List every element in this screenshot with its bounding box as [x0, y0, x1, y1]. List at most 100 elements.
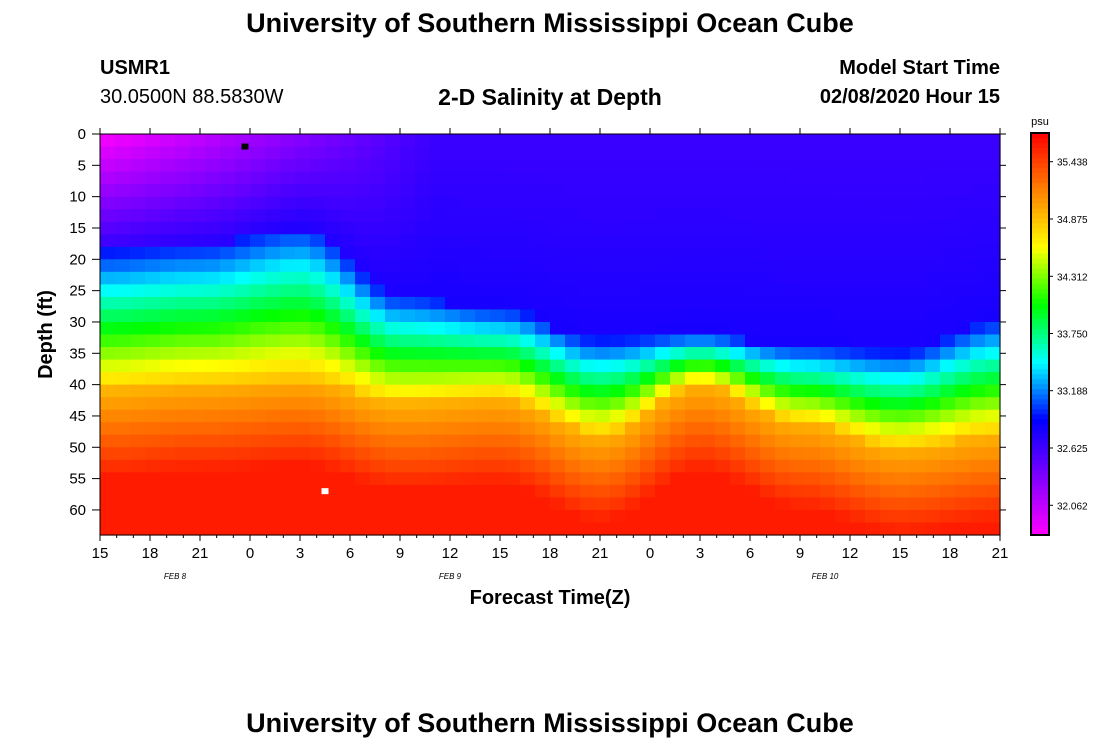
heatmap-cell: [775, 397, 791, 411]
heatmap-cell: [445, 434, 461, 448]
heatmap-cell: [955, 309, 971, 323]
heatmap-cell: [205, 447, 221, 461]
heatmap-cell: [850, 447, 866, 461]
heatmap-cell: [130, 359, 146, 373]
heatmap-cell: [805, 184, 821, 198]
heatmap-cell: [385, 497, 401, 511]
heatmap-cell: [115, 246, 131, 260]
heatmap-cell: [745, 159, 761, 173]
heatmap-cell: [400, 196, 416, 210]
heatmap-cell: [730, 497, 746, 511]
heatmap-cell: [340, 171, 356, 185]
footer-title: University of Southern Mississippi Ocean…: [246, 708, 854, 738]
heatmap-cell: [970, 447, 986, 461]
heatmap-cell: [400, 171, 416, 185]
heatmap-cell: [685, 459, 701, 473]
heatmap-cell: [655, 209, 671, 223]
heatmap-cell: [325, 397, 341, 411]
heatmap-cell: [265, 459, 281, 473]
heatmap-cell: [355, 359, 371, 373]
heatmap-cell: [370, 434, 386, 448]
heatmap-cell: [115, 472, 131, 486]
heatmap-cell: [910, 159, 926, 173]
heatmap-cell: [610, 159, 626, 173]
heatmap-cell: [535, 196, 551, 210]
heatmap-cell: [250, 309, 266, 323]
heatmap-cell: [760, 321, 776, 336]
heatmap-cell: [325, 347, 341, 361]
heatmap-cell: [280, 422, 296, 436]
heatmap-cell: [310, 284, 326, 298]
heatmap-cell: [160, 146, 176, 160]
heatmap-cell: [145, 484, 161, 499]
heatmap-cell: [325, 234, 341, 248]
heatmap-cell: [295, 259, 311, 273]
heatmap-cell: [760, 334, 776, 348]
heatmap-cell: [880, 422, 896, 436]
heatmap-cell: [895, 447, 911, 461]
heatmap-cell: [460, 422, 476, 436]
heatmap-cell: [115, 484, 131, 499]
colorbar-segment: [1031, 339, 1049, 345]
heatmap-cell: [625, 321, 641, 336]
heatmap-cell: [370, 159, 386, 173]
heatmap-cell: [475, 359, 491, 373]
heatmap-cell: [175, 321, 191, 336]
heatmap-cell: [580, 447, 596, 461]
colorbar-segment: [1031, 283, 1049, 290]
heatmap-cell: [745, 296, 761, 311]
heatmap-cell: [250, 234, 266, 248]
heatmap-cell: [460, 397, 476, 411]
heatmap-cell: [745, 271, 761, 285]
heatmap-cell: [145, 271, 161, 285]
heatmap-cell: [895, 397, 911, 411]
heatmap-cell: [520, 271, 536, 285]
heatmap-cell: [685, 246, 701, 260]
heatmap-cell: [850, 522, 866, 536]
heatmap-cell: [235, 296, 251, 311]
heatmap-cell: [235, 334, 251, 348]
colorbar-tick-label: 35.438: [1057, 158, 1088, 169]
heatmap-cell: [835, 246, 851, 260]
heatmap-cell: [805, 459, 821, 473]
heatmap-cell: [835, 372, 851, 386]
heatmap-cell: [520, 497, 536, 511]
heatmap-cell: [190, 459, 206, 473]
colorbar-segment: [1031, 263, 1049, 270]
heatmap-cell: [295, 384, 311, 398]
heatmap-cell: [325, 271, 341, 285]
heatmap-cell: [505, 196, 521, 210]
heatmap-cell: [295, 284, 311, 298]
heatmap-cell: [370, 209, 386, 223]
heatmap-cell: [640, 134, 656, 148]
heatmap-cell: [355, 284, 371, 298]
heatmap-cell: [160, 296, 176, 311]
heatmap-cell: [880, 372, 896, 386]
heatmap-cell: [160, 484, 176, 499]
x-tick-label: 12: [442, 545, 459, 562]
heatmap-cell: [625, 134, 641, 148]
colorbar-tick-label: 33.188: [1057, 387, 1088, 398]
heatmap-cell: [880, 497, 896, 511]
heatmap-cell: [805, 271, 821, 285]
heatmap-cell: [565, 447, 581, 461]
heatmap-cell: [400, 221, 416, 235]
heatmap-cell: [235, 159, 251, 173]
heatmap-cell: [310, 434, 326, 448]
heatmap-cell: [730, 309, 746, 323]
heatmap-cell: [625, 271, 641, 285]
heatmap-cell: [670, 284, 686, 298]
heatmap-cell: [880, 397, 896, 411]
heatmap-cell: [955, 184, 971, 198]
heatmap-cell: [445, 409, 461, 423]
heatmap-cell: [655, 321, 671, 336]
heatmap-cell: [475, 134, 491, 148]
heatmap-cell: [715, 409, 731, 423]
heatmap-cell: [700, 171, 716, 185]
heatmap-cell: [100, 347, 116, 361]
heatmap-cell: [475, 384, 491, 398]
heatmap-cell: [565, 221, 581, 235]
y-tick-label: 10: [69, 189, 86, 206]
heatmap-cell: [220, 309, 236, 323]
colorbar-segment: [1031, 519, 1049, 526]
